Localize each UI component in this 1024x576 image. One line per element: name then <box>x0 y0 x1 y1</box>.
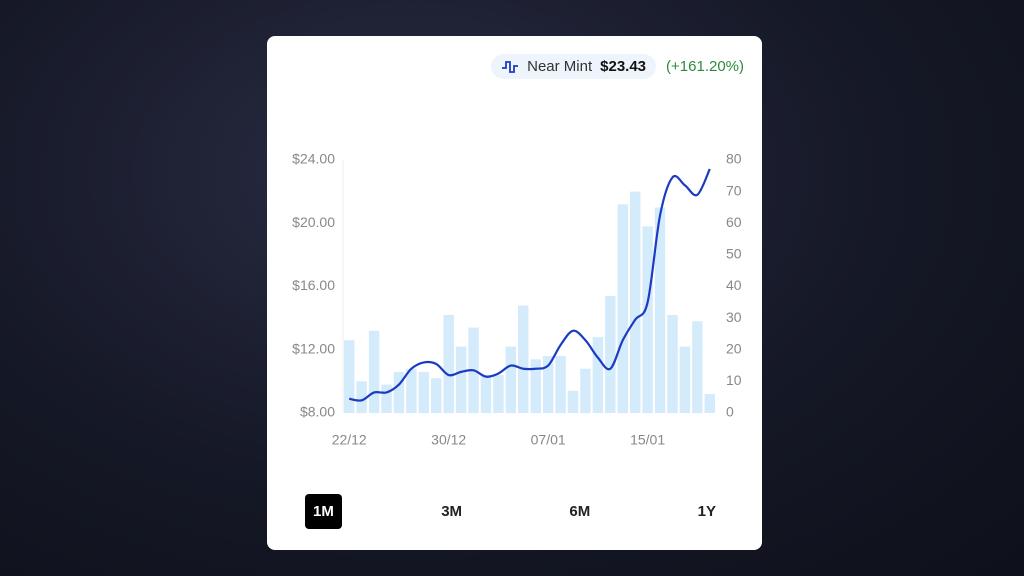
bar <box>480 375 492 413</box>
x-tick-label: 15/01 <box>630 432 665 448</box>
y2-tick-label: 70 <box>726 182 742 198</box>
bar <box>642 226 653 413</box>
bar <box>679 346 691 413</box>
bar <box>667 314 678 413</box>
range-tab[interactable]: 6M <box>569 503 591 520</box>
bar <box>431 378 442 413</box>
y2-tick-label: 10 <box>726 372 742 388</box>
y-tick-label: $8.00 <box>300 404 335 420</box>
bar <box>542 356 554 413</box>
y2-tick-label: 40 <box>726 277 742 293</box>
bar <box>654 207 666 413</box>
bar <box>605 295 616 413</box>
bar <box>629 191 641 413</box>
bar <box>443 314 454 413</box>
icon <box>502 60 519 73</box>
condition-pill[interactable]: Near Mint $23.43 <box>491 54 657 79</box>
bar <box>381 384 392 413</box>
bar <box>567 390 579 413</box>
bar <box>692 321 703 413</box>
chart: $8.00 $12.00 $16.00 $20.00 $24.00 0 10 20 30 40 50… <box>292 151 742 448</box>
y2-tick-label: 60 <box>726 214 742 230</box>
range-tab[interactable]: 1M <box>305 494 342 529</box>
card: Near Mint $23.43 (+161.20%) $8.00 $12.00 $… <box>267 36 762 550</box>
bar <box>418 371 430 413</box>
bar <box>368 330 380 413</box>
y-tick-label: $16.00 <box>292 277 335 293</box>
bar <box>580 368 591 413</box>
y-tick-label: $20.00 <box>292 214 335 230</box>
bar <box>343 340 355 413</box>
y2-tick-label: 50 <box>726 246 742 262</box>
change: (+161.20%) <box>666 58 744 75</box>
bar <box>617 204 628 413</box>
x-tick-label: 30/12 <box>431 432 466 448</box>
bar <box>493 375 504 413</box>
y2-tick-label: 0 <box>726 404 734 420</box>
y2-tick-label: 20 <box>726 340 742 356</box>
y-tick-label: $12.00 <box>292 340 335 356</box>
range-tab[interactable]: 1Y <box>697 503 716 520</box>
range-tab[interactable]: 3M <box>441 503 463 520</box>
y2-tick-label: 80 <box>726 151 742 167</box>
bar <box>704 394 716 413</box>
y-tick-label: $24.00 <box>292 151 335 167</box>
bar <box>555 356 566 413</box>
price: $23.43 <box>600 58 647 75</box>
x-tick-label: 07/01 <box>531 432 566 448</box>
tabs: 1M 3M 6M 1Y <box>305 494 724 529</box>
y2-tick-label: 30 <box>726 309 742 325</box>
bar <box>356 381 367 413</box>
bar <box>505 346 517 413</box>
header: Near Mint $23.43 (+161.20%) <box>491 54 744 79</box>
bar <box>592 337 604 413</box>
price-line <box>349 168 711 402</box>
condition: Near Mint <box>527 58 593 75</box>
bar <box>393 371 405 413</box>
bar <box>406 368 417 413</box>
bar <box>455 346 467 413</box>
x-tick-label: 22/12 <box>332 432 367 448</box>
bar <box>530 359 541 413</box>
bar <box>518 305 529 413</box>
